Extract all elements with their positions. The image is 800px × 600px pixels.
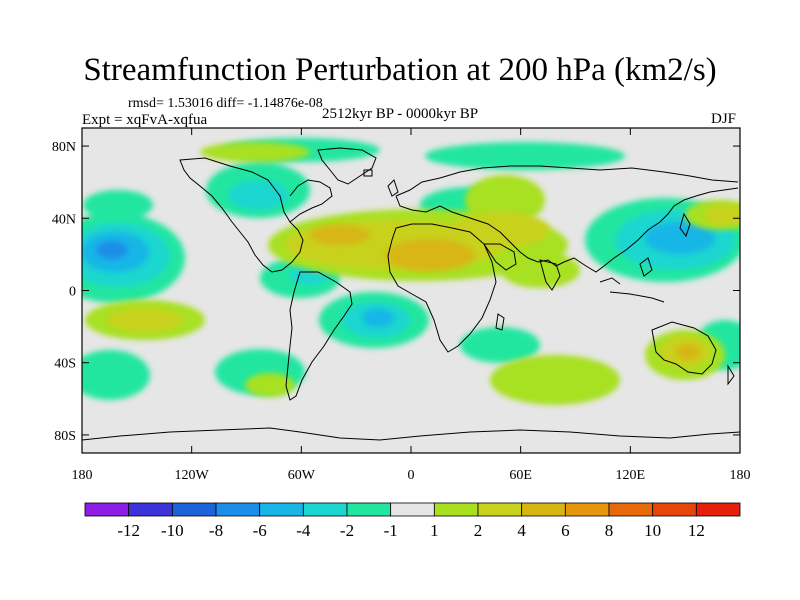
colorbar-swatch xyxy=(477,502,523,517)
y-tick-label: 0 xyxy=(69,285,76,300)
colorbar-label: -1 xyxy=(384,521,398,540)
experiment-text: Expt = xqFvA-xqfua xyxy=(82,112,208,128)
colorbar-swatch xyxy=(608,502,654,517)
colorbar-label: 12 xyxy=(688,521,705,540)
colorbar-label: -8 xyxy=(209,521,223,540)
stats-text: rmsd= 1.53016 diff= -1.14876e-08 xyxy=(128,96,323,111)
y-tick-label: 80S xyxy=(54,429,76,444)
x-tick-label: 0 xyxy=(408,468,415,483)
map-background xyxy=(82,128,740,453)
anomaly-field xyxy=(82,138,740,405)
colorbar-swatch xyxy=(302,502,348,517)
colorbar-label: -12 xyxy=(117,521,140,540)
plot-title: Streamfunction Perturbation at 200 hPa (… xyxy=(83,52,717,88)
colorbar: -12 -10 -8 -6 -4 -2 -1 1 2 4 6 8 10 12 xyxy=(84,502,741,540)
colorbar-label: 10 xyxy=(644,521,661,540)
colorbar-label: 1 xyxy=(430,521,439,540)
colorbar-swatch xyxy=(128,502,173,517)
colorbar-label: -2 xyxy=(340,521,354,540)
period-text: 2512kyr BP - 0000kyr BP xyxy=(322,106,479,122)
colorbar-label: 4 xyxy=(517,521,526,540)
y-tick-label: 40N xyxy=(52,212,76,227)
x-tick-label: 180 xyxy=(72,468,93,483)
colorbar-swatch xyxy=(84,502,130,517)
colorbar-swatch xyxy=(521,502,566,517)
colorbar-label: 2 xyxy=(474,521,483,540)
colorbar-label: -10 xyxy=(161,521,184,540)
colorbar-label: -6 xyxy=(253,521,267,540)
colorbar-swatch xyxy=(346,502,392,517)
coastlines xyxy=(82,147,740,441)
season-text: DJF xyxy=(710,111,736,127)
colorbar-label: -4 xyxy=(296,521,311,540)
x-tick-label: 60W xyxy=(288,468,316,483)
colorbar-swatch xyxy=(564,502,610,517)
colorbar-label: 6 xyxy=(561,521,570,540)
colorbar-swatch xyxy=(259,502,304,517)
colorbar-swatch xyxy=(215,502,261,517)
x-tick-label: 60E xyxy=(509,468,532,483)
colorbar-swatch xyxy=(390,502,435,517)
x-axis: 180 120W 60W 0 60E 120E 180 xyxy=(72,128,751,483)
y-tick-label: 80N xyxy=(52,140,76,155)
y-tick-label: 40S xyxy=(54,357,76,372)
x-tick-label: 180 xyxy=(730,468,751,483)
x-tick-label: 120E xyxy=(616,468,646,483)
colorbar-swatch xyxy=(652,502,697,517)
colorbar-swatch xyxy=(171,502,217,517)
y-axis: 80N 40N 0 40S 80S xyxy=(52,140,740,444)
colorbar-swatch xyxy=(433,502,479,517)
x-tick-label: 120W xyxy=(175,468,210,483)
colorbar-label: 8 xyxy=(605,521,614,540)
colorbar-swatch xyxy=(695,502,741,517)
